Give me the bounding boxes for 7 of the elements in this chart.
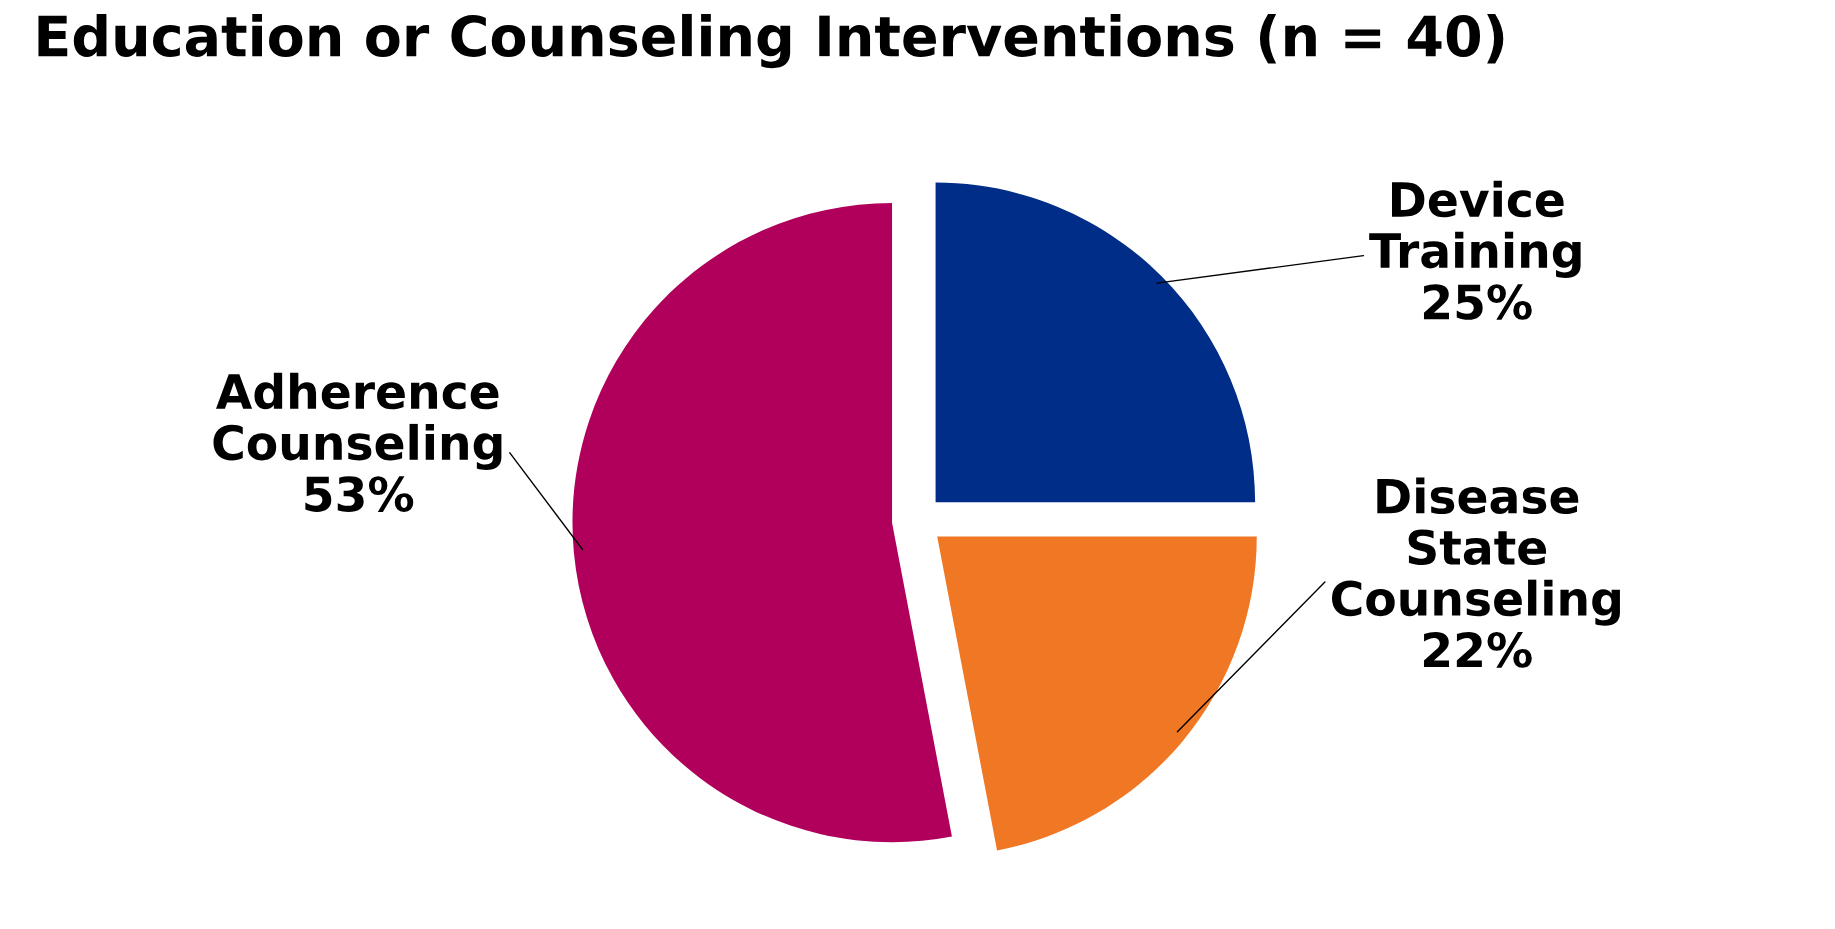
slice-label: Disease State Counseling [1331,477,1620,626]
data-label: 22% [1423,631,1532,668]
slice-label: Device Training [1369,180,1581,278]
data-label: 25% [1423,284,1532,320]
chart-title: Education or Counseling Interventions (n = 40) [38,13,1504,69]
data-label: 53% [305,476,414,512]
slice-label: Adherence Counseling [213,372,502,470]
